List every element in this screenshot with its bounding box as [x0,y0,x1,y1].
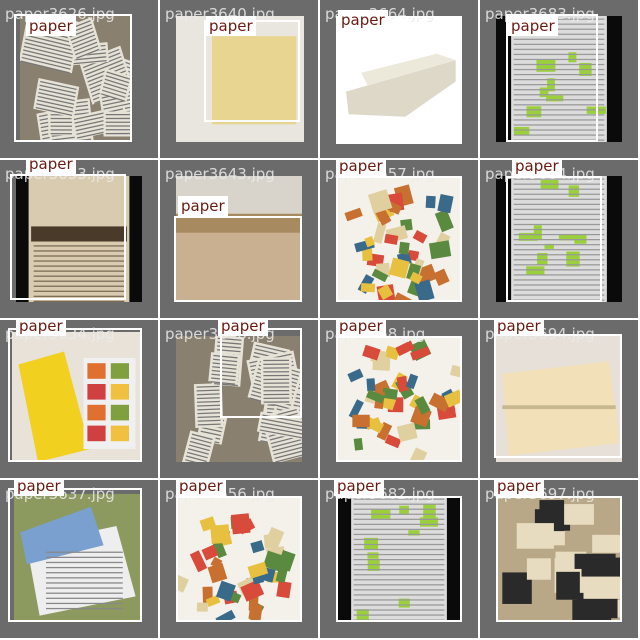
detection-box [174,216,302,302]
detection-box [220,328,302,418]
tile-photo [176,496,302,622]
tile-photo [496,336,622,462]
grid-tile[interactable]: paper3640.jpg paper [160,0,318,158]
detection-label: paper [176,480,226,496]
detection-box [506,176,602,302]
tile-photo [336,16,462,142]
tile-photo [336,496,462,622]
detection-label: paper [508,16,558,36]
tile-photo [14,494,142,622]
detection-label: paper [494,320,544,336]
detection-label: paper [512,160,562,176]
detection-box [496,496,622,622]
detection-box [10,174,126,300]
grid-tile[interactable]: paper3683.jpg paper [480,0,638,158]
detection-box [494,334,622,458]
detection-box [8,488,142,622]
detection-label: paper [26,160,76,174]
detection-label: paper [26,16,76,36]
detection-box [14,14,132,142]
detection-label: paper [336,320,386,336]
detection-label: paper [178,196,228,216]
detection-label: paper [14,480,64,496]
tile-photo [496,496,622,622]
detection-box [176,496,302,622]
tile-filename: paper3643.jpg [165,165,275,183]
grid-tile[interactable]: paper3643.jpg paper [160,160,318,318]
detection-label: paper [336,160,386,176]
detection-box [336,496,462,622]
detection-label: paper [338,10,388,30]
tile-photo [16,176,142,302]
detection-label: paper [494,480,544,496]
grid-tile[interactable]: paper3626.jpg paper [0,0,158,158]
detection-box [506,14,598,142]
tile-photo [336,336,462,462]
detection-label: paper [206,16,256,36]
detection-box [336,336,462,462]
tile-photo [176,336,302,462]
detection-box [336,16,462,144]
grid-tile[interactable]: paper3633.jpg paper [0,160,158,318]
detection-label: paper [16,320,66,336]
detection-label: paper [334,480,384,496]
detection-box [8,328,142,462]
tile-photo [496,16,622,142]
detection-box [336,176,462,302]
detection-label: paper [218,320,268,336]
tile-photo [336,176,462,302]
tile-photo [12,332,142,462]
